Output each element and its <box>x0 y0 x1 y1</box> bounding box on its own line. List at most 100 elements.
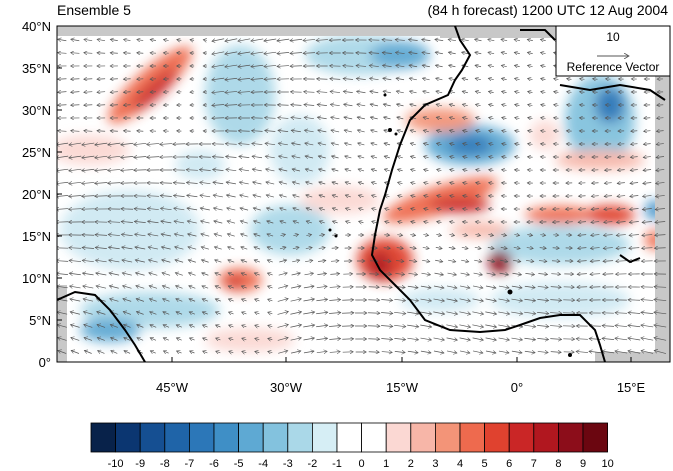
wind-vector-arrow <box>511 338 522 340</box>
wind-vector-arrow <box>97 325 106 328</box>
wind-vector-arrow <box>304 130 314 132</box>
wind-vector-arrow <box>654 287 667 288</box>
wind-vector-arrow <box>147 208 159 209</box>
wind-vector-arrow <box>381 313 393 314</box>
wind-vector-arrow <box>186 182 198 183</box>
wind-vector-arrow <box>554 79 559 80</box>
wind-vector-arrow <box>369 78 379 79</box>
wind-vector-arrow <box>319 221 325 223</box>
wind-vector-arrow <box>317 117 327 119</box>
wind-vector-arrow <box>108 222 121 223</box>
wind-vector-arrow <box>615 338 628 340</box>
wind-vector-arrow <box>655 222 666 223</box>
wind-vector-arrow <box>240 208 249 210</box>
wind-vector-arrow <box>500 260 508 261</box>
wind-vector-arrow <box>202 325 208 327</box>
wind-vector-arrow <box>420 286 431 288</box>
wind-vector-arrow <box>394 312 406 313</box>
wind-vector-arrow <box>642 208 652 209</box>
wind-vector-arrow <box>71 79 80 80</box>
wind-vector-arrow <box>656 144 664 145</box>
longitude-axis: 45°W 30°W 15°W 0° 15°E <box>156 357 645 395</box>
wind-vector-arrow <box>84 351 92 354</box>
wind-vector-arrow <box>643 157 651 158</box>
wind-vector-arrow <box>448 39 456 40</box>
wind-vector-arrow <box>567 79 572 80</box>
wind-vector-arrow <box>603 248 613 249</box>
wind-vector-arrow <box>498 351 509 353</box>
wind-vector-arrow <box>303 351 314 353</box>
wind-vector-arrow <box>82 196 95 197</box>
wind-vector-arrow <box>593 79 598 80</box>
wind-vector-arrow <box>277 52 290 53</box>
wind-vector-arrow <box>84 79 93 80</box>
wind-vector-arrow <box>241 286 247 288</box>
wind-vector-arrow <box>435 247 442 248</box>
wind-vector-arrow <box>305 260 313 261</box>
wind-vector-arrow <box>463 183 468 184</box>
wind-vector-arrow <box>332 195 339 197</box>
wind-vector-arrow <box>135 273 145 275</box>
wind-vector-arrow <box>277 39 290 41</box>
wind-vector-arrow <box>524 325 536 327</box>
wind-vector-arrow <box>422 247 429 248</box>
wind-vector-arrow <box>317 273 326 274</box>
wind-vector-arrow <box>303 39 316 40</box>
wind-vector-arrow <box>436 143 442 144</box>
wind-vector-arrow <box>84 338 93 341</box>
wind-vector-arrow <box>656 131 664 132</box>
wind-vector-arrow <box>423 156 429 157</box>
wind-vector-arrow <box>434 273 444 275</box>
wind-vector-arrow <box>69 143 82 145</box>
wind-vector-arrow <box>501 39 508 40</box>
wind-vector-arrow <box>462 209 468 210</box>
wind-vector-arrow <box>189 312 196 314</box>
wind-vector-arrow <box>501 91 507 92</box>
wind-vector-arrow <box>229 325 234 327</box>
wind-vector-arrow <box>97 338 105 341</box>
wind-vector-arrow <box>212 104 225 105</box>
wind-vector-arrow <box>527 52 533 53</box>
wind-vector-arrow <box>488 52 495 53</box>
lon-tick-label: 0° <box>511 380 523 395</box>
wind-vector-arrow <box>398 195 403 196</box>
wind-vector-arrow <box>422 39 431 40</box>
wind-vector-arrow <box>239 182 249 184</box>
lat-tick-label: 30°N <box>22 103 51 118</box>
wind-vector-arrow <box>228 260 235 262</box>
wind-vector-arrow <box>228 286 234 288</box>
wind-vector-arrow <box>163 40 169 41</box>
wind-vector-arrow <box>577 261 587 262</box>
wind-vector-arrow <box>515 104 520 105</box>
wind-vector-arrow <box>69 286 81 288</box>
wind-vector-arrow <box>278 143 288 145</box>
wind-vector-arrow <box>485 312 496 314</box>
wind-vector-arrow <box>591 222 600 223</box>
wind-vector-arrow <box>617 170 625 171</box>
wind-vector-arrow <box>527 65 533 66</box>
wind-vector-arrow <box>524 338 535 340</box>
wind-vector-arrow <box>137 325 144 328</box>
wind-vector-arrow <box>409 248 416 249</box>
wind-vector-arrow <box>109 260 120 262</box>
wind-vector-arrow <box>423 143 429 144</box>
wind-vector-arrow <box>316 325 328 327</box>
wind-vector-arrow <box>397 235 402 236</box>
colorbar-label: 6 <box>506 458 512 470</box>
wind-vector-arrow <box>541 131 546 132</box>
wind-vector-arrow <box>641 351 654 354</box>
wind-vector-arrow <box>69 260 82 261</box>
wind-vector-arrow <box>216 338 221 340</box>
wind-vector-arrow <box>267 221 274 223</box>
wind-vector-arrow <box>436 91 443 93</box>
colorbar-swatch <box>385 422 412 453</box>
wind-vector-arrow <box>82 182 95 183</box>
wind-vector-arrow <box>267 247 274 249</box>
wind-vector-arrow <box>57 156 69 158</box>
wind-vector-arrow <box>137 338 144 341</box>
wind-vector-arrow <box>540 39 546 40</box>
wind-vector-arrow <box>371 182 377 184</box>
colorbar-swatch <box>139 422 166 453</box>
wind-vector-arrow <box>370 104 379 106</box>
wind-vector-arrow <box>541 92 546 93</box>
